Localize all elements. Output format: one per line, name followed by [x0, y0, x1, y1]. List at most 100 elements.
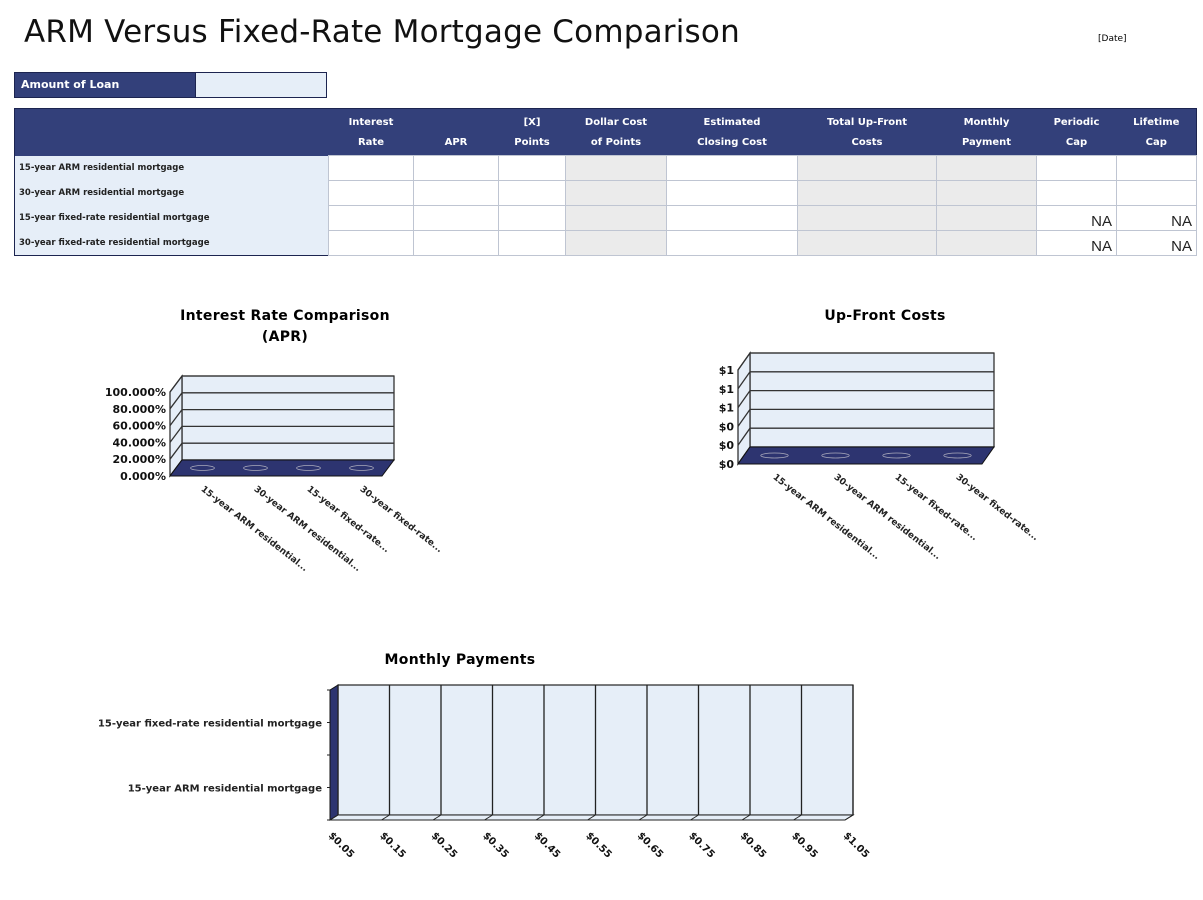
data-bar [349, 465, 374, 471]
chart-side-wall [169, 374, 183, 478]
lifetime-cap-cell[interactable] [1116, 180, 1197, 206]
comparison-table: Interest Rate APR [X] Points Dollar Cost… [14, 108, 1197, 256]
gridline [484, 814, 493, 821]
header-dollar-cost-of-points: Dollar Cost of Points [565, 108, 667, 156]
x-tick-label: $0.45 [532, 830, 562, 860]
interest-rate-cell[interactable] [328, 155, 414, 181]
row-label: 15-year fixed-rate residential mortgage [14, 205, 329, 231]
chart-side-wall [737, 351, 751, 466]
points-cell[interactable] [498, 155, 566, 181]
x-category-label: 15-year ARM residential... [199, 484, 310, 574]
dollar-cost-cell [565, 230, 667, 256]
chart-back-wall [749, 352, 995, 448]
gridline [737, 389, 994, 408]
x-tick-label: $1.05 [841, 830, 871, 860]
loan-amount-section: Amount of Loan [14, 72, 327, 98]
header-total-up-front-costs: Total Up-Front Costs [797, 108, 937, 156]
apr-cell[interactable] [413, 180, 499, 206]
header-estimated-closing-cost: Estimated Closing Cost [666, 108, 798, 156]
lifetime-cap-cell: NA [1116, 230, 1197, 256]
y-tick-label: 60.000% [113, 420, 166, 433]
x-tick-label: $0.85 [738, 830, 768, 860]
table-row: 30-year fixed-rate residential mortgage … [14, 230, 1197, 256]
x-tick-label: $0.75 [686, 830, 716, 860]
gridline [329, 814, 339, 821]
y-tick-label: 100.000% [105, 386, 166, 399]
row-label: 15-year ARM residential mortgage [14, 155, 329, 181]
data-bar [943, 452, 972, 459]
x-tick-label: $0.15 [377, 830, 407, 860]
periodic-cap-cell: NA [1036, 230, 1117, 256]
header-cell [14, 108, 329, 156]
interest-rate-cell[interactable] [328, 180, 414, 206]
x-tick-label: $0.25 [429, 830, 459, 860]
y-tick-label: $0 [719, 439, 735, 452]
table-row: 15-year fixed-rate residential mortgage … [14, 205, 1197, 231]
y-tick-label: 80.000% [113, 403, 166, 416]
monthly-payment-cell [936, 230, 1037, 256]
header-apr: APR [413, 108, 499, 156]
data-bar [821, 452, 850, 459]
table-header-row: Interest Rate APR [X] Points Dollar Cost… [14, 108, 1197, 156]
gridline [169, 375, 394, 393]
y-tick-label: $1 [719, 402, 734, 415]
gridline [169, 408, 394, 426]
data-bar [882, 452, 911, 459]
chart-side-wall [329, 684, 339, 821]
x-tick-label: $0.65 [635, 830, 665, 860]
header-interest-rate: Interest Rate [328, 108, 414, 156]
y-category-label: 15-year ARM residential mortgage [128, 784, 322, 795]
closing-cost-cell[interactable] [666, 155, 798, 181]
gridline [737, 427, 994, 446]
interest-rate-cell[interactable] [328, 230, 414, 256]
data-bar [243, 465, 268, 471]
x-category-label: 30-year ARM residential... [832, 472, 943, 562]
y-category-label: 15-year fixed-rate residential mortgage [98, 719, 322, 730]
gridline [741, 814, 751, 821]
page-title: ARM Versus Fixed-Rate Mortgage Compariso… [24, 14, 740, 50]
x-tick-label: $0.05 [326, 830, 356, 860]
chart-floor [169, 459, 395, 477]
apr-cell[interactable] [413, 230, 499, 256]
loan-amount-input[interactable] [195, 73, 326, 97]
gridline [737, 371, 994, 390]
monthly-payment-cell [936, 155, 1037, 181]
x-tick-label: $0.35 [480, 830, 510, 860]
row-label: 30-year ARM residential mortgage [14, 180, 329, 206]
y-tick-label: $0 [719, 458, 735, 471]
y-tick-label: $0 [719, 420, 735, 433]
apr-chart-title: Interest Rate Comparison (APR) [180, 308, 390, 345]
closing-cost-cell[interactable] [666, 205, 798, 231]
gridline [587, 814, 596, 821]
gridline [737, 408, 994, 427]
gridline [169, 425, 394, 443]
x-category-label: 30-year ARM residential... [252, 484, 363, 574]
data-bar [190, 465, 215, 471]
periodic-cap-cell: NA [1036, 205, 1117, 231]
chart-floor [737, 446, 995, 465]
gridline [169, 392, 394, 410]
header-points: [X] Points [498, 108, 566, 156]
x-category-label: 15-year ARM residential... [771, 472, 882, 562]
date-field[interactable]: [Date] [1098, 34, 1127, 44]
points-cell[interactable] [498, 180, 566, 206]
chart-back-wall [181, 375, 395, 461]
gridline [535, 814, 545, 821]
gridline [432, 814, 442, 821]
apr-cell[interactable] [413, 155, 499, 181]
header-monthly-payment: Monthly Payment [936, 108, 1037, 156]
x-category-label: 30-year fixed-rate... [358, 484, 444, 555]
total-up-front-cell [797, 155, 937, 181]
gridline [844, 814, 854, 821]
row-label: 30-year fixed-rate residential mortgage [14, 230, 329, 256]
monthly-chart-title: Monthly Payments [384, 652, 536, 668]
x-tick-label: $0.95 [789, 830, 819, 860]
x-tick-label: $0.55 [583, 830, 613, 860]
interest-rate-cell[interactable] [328, 205, 414, 231]
y-tick-label: $1 [719, 383, 734, 396]
gridline [793, 814, 802, 821]
closing-cost-cell[interactable] [666, 180, 798, 206]
gridline [737, 352, 994, 371]
dollar-cost-cell [565, 205, 667, 231]
